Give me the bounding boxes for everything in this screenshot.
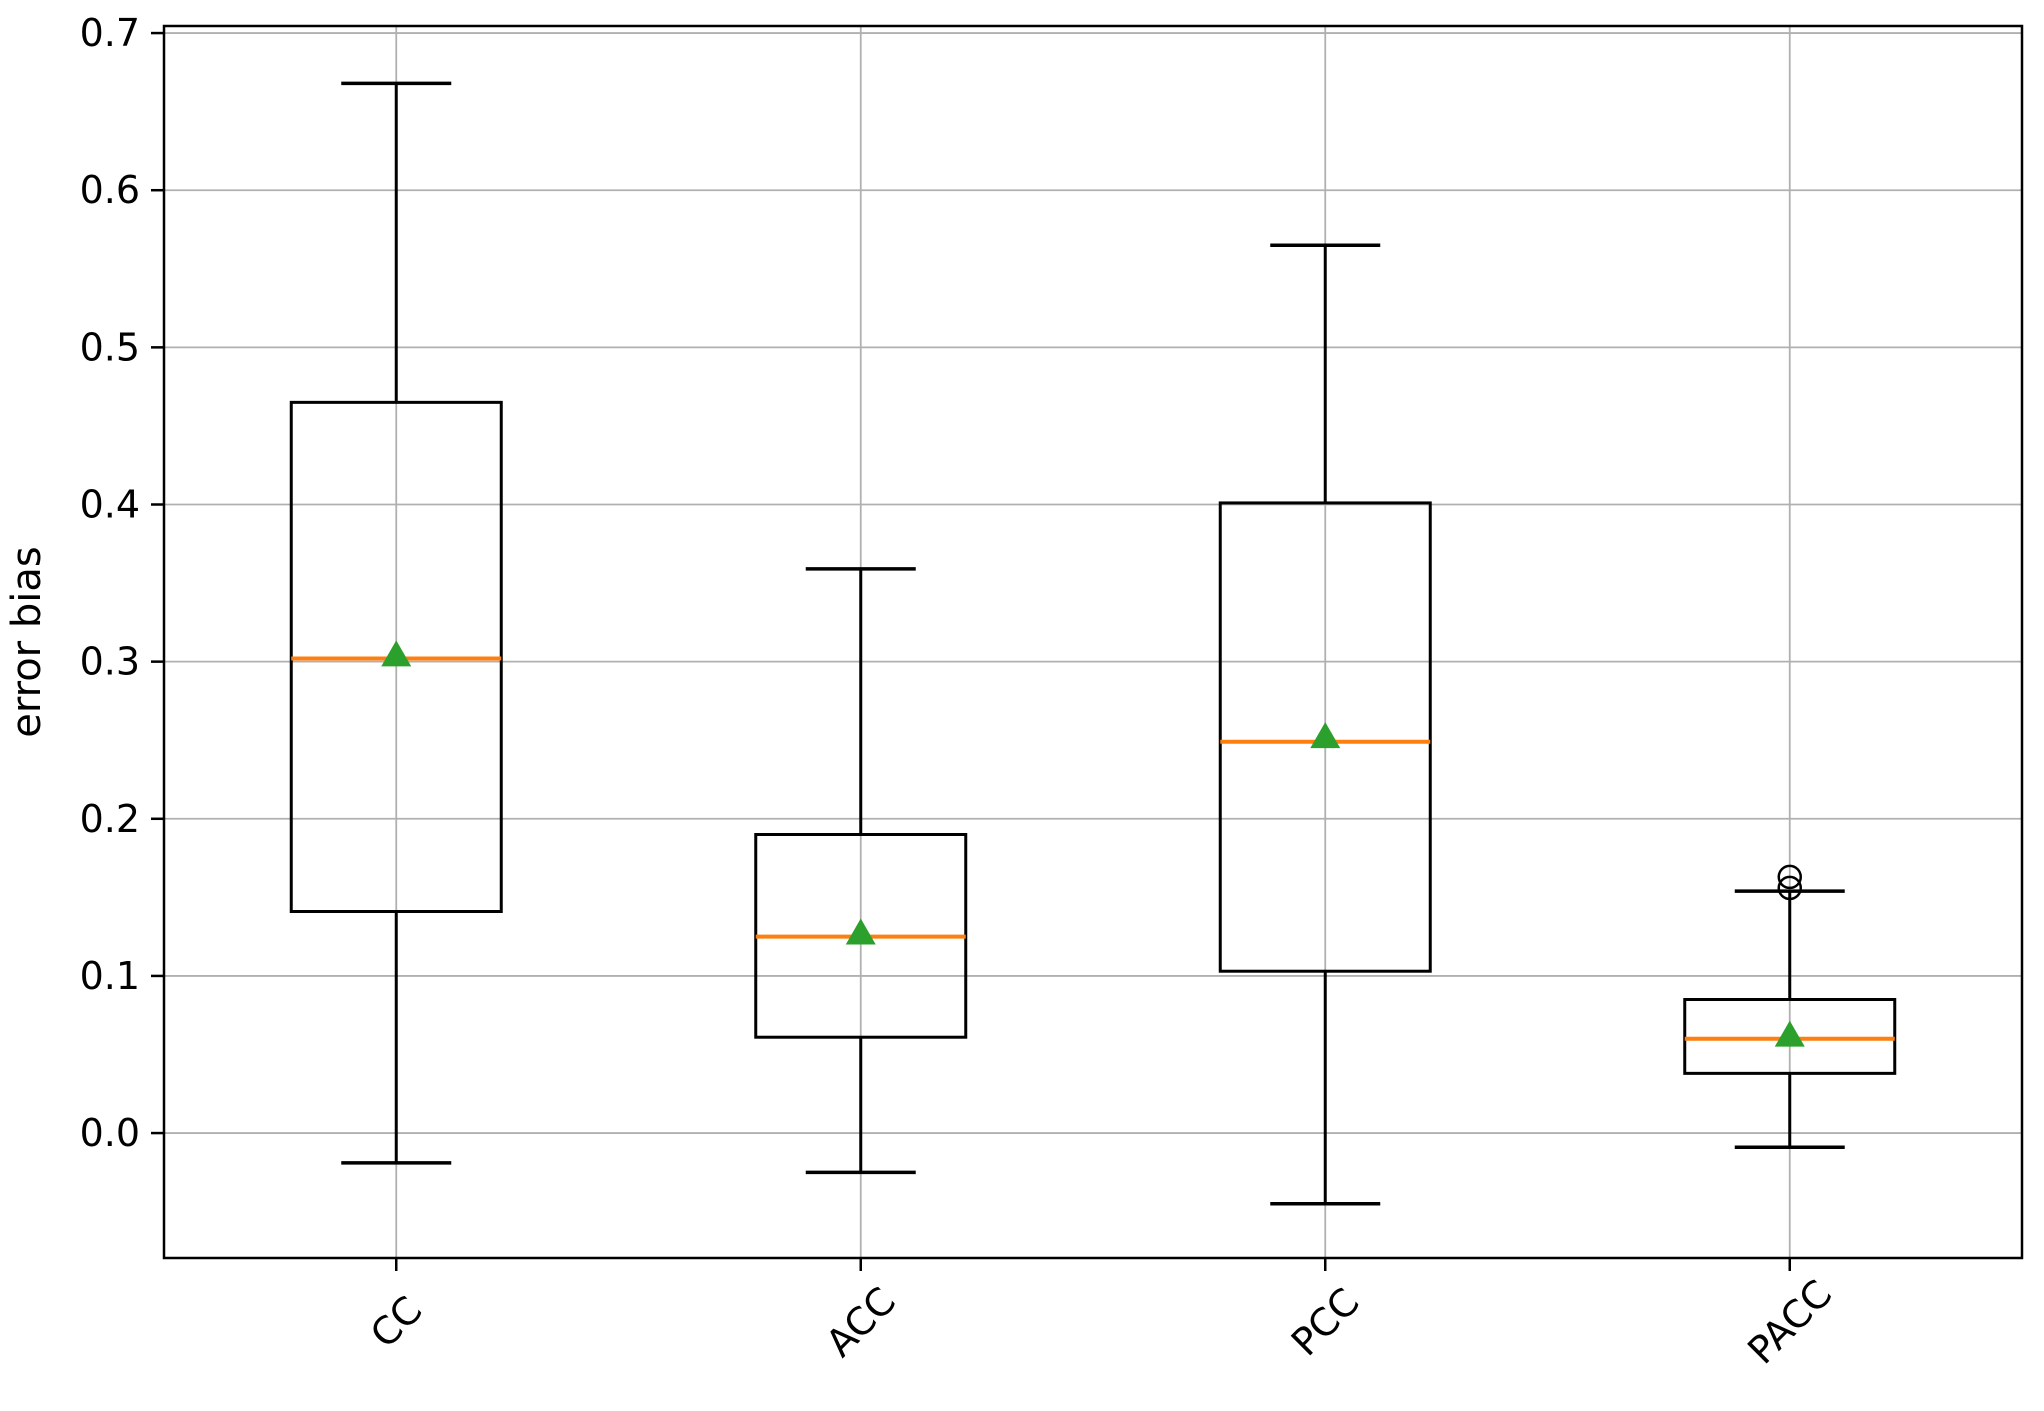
y-tick-label: 0.4 — [80, 483, 140, 527]
y-tick-label: 0.6 — [80, 168, 140, 212]
mean-marker-PCC — [1310, 722, 1341, 749]
y-tick-label: 0.1 — [80, 954, 140, 998]
box-PACC — [1683, 998, 1897, 1075]
y-tick-label: 0.0 — [80, 1111, 140, 1155]
y-tick-label: 0.5 — [80, 325, 140, 369]
mean-marker-PACC — [1774, 1020, 1805, 1047]
plot-border — [162, 24, 2024, 1260]
y-axis-label: error bias — [4, 546, 50, 737]
mean-marker-ACC — [845, 918, 876, 945]
y-tick-label: 0.7 — [80, 11, 140, 55]
mean-marker-CC — [381, 640, 412, 667]
outlier-PACC-1 — [1777, 864, 1802, 890]
outlier-PACC-0 — [1777, 875, 1802, 901]
y-tick-label: 0.2 — [80, 797, 140, 841]
y-tick-label: 0.3 — [80, 640, 140, 684]
box-PCC — [1218, 501, 1432, 973]
